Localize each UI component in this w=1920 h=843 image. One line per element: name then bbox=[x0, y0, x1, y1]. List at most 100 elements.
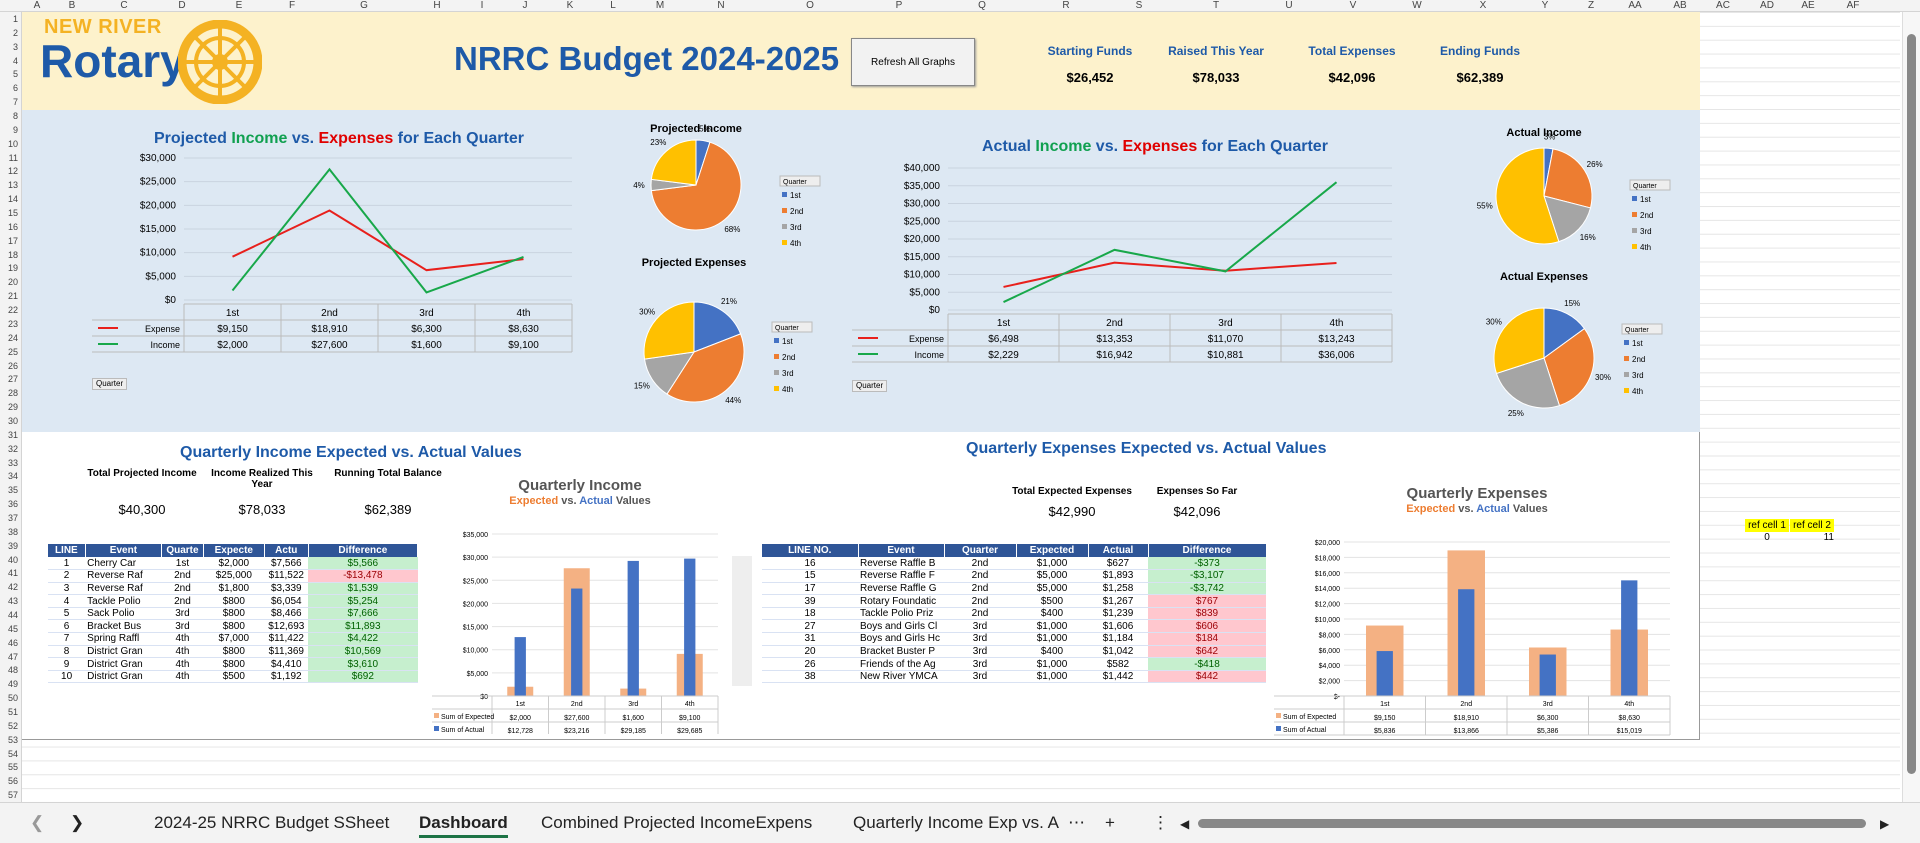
ref-cell-2-value[interactable]: 11 bbox=[1823, 532, 1834, 543]
row-header[interactable]: 5 bbox=[12, 69, 18, 80]
row-header[interactable]: 48 bbox=[7, 665, 18, 676]
column-header[interactable]: P bbox=[895, 0, 903, 11]
table-cell[interactable]: $1,258 bbox=[1088, 582, 1148, 596]
row-header[interactable]: 34 bbox=[7, 471, 18, 482]
table-row[interactable]: 31 Boys and Girls Hc 3rd $1,000 $1,184 $184 bbox=[762, 632, 1266, 646]
table-cell[interactable]: 4th bbox=[161, 645, 204, 659]
table-cell[interactable]: 6 bbox=[48, 619, 86, 634]
table-cell[interactable]: 3rd bbox=[944, 632, 1016, 646]
column-header[interactable]: K bbox=[566, 0, 574, 11]
table-splitter[interactable] bbox=[732, 556, 752, 686]
row-header[interactable]: 22 bbox=[7, 305, 18, 316]
row-header[interactable]: 2 bbox=[12, 27, 18, 38]
table-cell[interactable]: $400 bbox=[1016, 607, 1088, 621]
table-cell[interactable]: $642 bbox=[1148, 645, 1266, 659]
column-header[interactable]: H bbox=[433, 0, 441, 11]
column-header[interactable]: G bbox=[360, 0, 368, 11]
column-header[interactable]: L bbox=[610, 0, 616, 11]
table-cell[interactable]: Bracket Buster P bbox=[858, 645, 944, 659]
row-header[interactable]: 51 bbox=[7, 707, 18, 717]
row-header[interactable]: 33 bbox=[7, 457, 18, 468]
table-cell[interactable]: 2nd bbox=[944, 557, 1016, 571]
row-header[interactable]: 20 bbox=[7, 277, 18, 288]
ref-cell-1-value[interactable]: 0 bbox=[1764, 532, 1770, 543]
table-cell[interactable]: 4th bbox=[161, 632, 204, 646]
table-cell[interactable]: 2nd bbox=[161, 582, 204, 596]
scroll-right-icon[interactable]: ▶ bbox=[1880, 817, 1890, 831]
column-header[interactable]: X bbox=[1479, 0, 1487, 11]
table-header[interactable]: Actual bbox=[1088, 544, 1149, 557]
table-cell[interactable]: 2nd bbox=[944, 607, 1016, 621]
table-cell[interactable]: $11,522 bbox=[264, 569, 309, 583]
row-header[interactable]: 9 bbox=[12, 124, 18, 135]
row-header[interactable]: 35 bbox=[7, 485, 18, 496]
table-row[interactable]: 8 District Gran 4th $800 $11,369 $10,569 bbox=[48, 645, 418, 659]
table-cell[interactable]: $3,610 bbox=[308, 657, 418, 671]
column-header[interactable]: AF bbox=[1846, 0, 1860, 11]
table-cell[interactable]: Rotary Foundatic bbox=[858, 594, 944, 608]
row-headers[interactable]: 1 2 3 4 5 6 7 8 9 10 11 12 13 14 15 16 17 18 19 20 21 22 23 24 2… bbox=[0, 12, 22, 802]
table-cell[interactable]: $25,000 bbox=[203, 569, 265, 583]
table-cell[interactable]: 16 bbox=[762, 557, 858, 571]
row-header[interactable]: 28 bbox=[7, 388, 18, 399]
column-header[interactable]: M bbox=[655, 0, 665, 11]
table-cell[interactable]: $582 bbox=[1088, 657, 1148, 671]
table-row[interactable]: 1 Cherry Car 1st $2,000 $7,566 $5,566 bbox=[48, 557, 418, 571]
row-header[interactable]: 27 bbox=[7, 374, 18, 385]
table-cell[interactable]: 2nd bbox=[161, 569, 204, 583]
table-cell[interactable]: Sack Polio bbox=[85, 607, 162, 621]
column-header[interactable]: Q bbox=[978, 0, 986, 11]
table-cell[interactable]: 39 bbox=[762, 594, 858, 608]
table-cell[interactable]: District Gran bbox=[85, 670, 162, 684]
table-header[interactable]: Difference bbox=[1148, 544, 1267, 557]
table-cell[interactable]: $1,000 bbox=[1016, 557, 1088, 571]
column-header[interactable]: E bbox=[235, 0, 243, 11]
row-header[interactable]: 11 bbox=[8, 152, 18, 163]
row-header[interactable]: 49 bbox=[7, 679, 18, 690]
table-cell[interactable]: District Gran bbox=[85, 657, 162, 671]
table-cell[interactable]: 1 bbox=[48, 557, 86, 571]
table-cell[interactable]: $1,606 bbox=[1088, 619, 1148, 634]
quarter-filter-button[interactable]: Quarter bbox=[92, 378, 128, 390]
table-header[interactable]: Quarte bbox=[161, 544, 204, 557]
row-header[interactable]: 17 bbox=[7, 235, 18, 246]
table-cell[interactable]: $400 bbox=[1016, 645, 1088, 659]
row-header[interactable]: 14 bbox=[7, 194, 18, 205]
table-cell[interactable]: 4th bbox=[161, 657, 204, 671]
column-header[interactable]: AD bbox=[1760, 0, 1774, 11]
table-cell[interactable]: 3rd bbox=[944, 645, 1016, 659]
table-header[interactable]: LINE NO. bbox=[762, 544, 859, 557]
table-cell[interactable]: 3rd bbox=[161, 607, 204, 621]
table-cell[interactable]: Boys and Girls Hc bbox=[858, 632, 944, 646]
table-cell[interactable]: $4,422 bbox=[308, 632, 418, 646]
column-header[interactable]: B bbox=[68, 0, 76, 11]
table-cell[interactable]: -$3,107 bbox=[1148, 569, 1266, 583]
tab-budget-sheet[interactable]: 2024-25 NRRC Budget SSheet bbox=[154, 813, 390, 832]
table-row[interactable]: 38 New River YMCA 3rd $1,000 $1,442 $442 bbox=[762, 670, 1266, 684]
row-header[interactable]: 16 bbox=[7, 221, 18, 232]
table-cell[interactable]: $8,466 bbox=[264, 607, 309, 621]
row-header[interactable]: 6 bbox=[12, 83, 18, 94]
column-header[interactable]: AE bbox=[1801, 0, 1815, 11]
table-cell[interactable]: Reverse Raffle B bbox=[858, 557, 944, 571]
table-cell[interactable]: 15 bbox=[762, 569, 858, 583]
table-cell[interactable]: $800 bbox=[203, 607, 265, 621]
table-cell[interactable]: $6,054 bbox=[264, 594, 309, 608]
table-row[interactable]: 6 Bracket Bus 3rd $800 $12,693 $11,893 bbox=[48, 619, 418, 634]
column-header[interactable]: Z bbox=[1587, 0, 1595, 11]
table-cell[interactable]: $1,800 bbox=[203, 582, 265, 596]
table-cell[interactable]: $7,000 bbox=[203, 632, 265, 646]
add-sheet-icon[interactable]: + bbox=[1105, 813, 1115, 832]
table-cell[interactable]: 27 bbox=[762, 619, 858, 634]
row-header[interactable]: 39 bbox=[7, 540, 18, 551]
table-cell[interactable]: $1,000 bbox=[1016, 670, 1088, 684]
table-header[interactable]: Expected bbox=[1016, 544, 1089, 557]
table-cell[interactable]: $1,000 bbox=[1016, 657, 1088, 671]
column-header[interactable]: V bbox=[1349, 0, 1357, 11]
table-header[interactable]: Event bbox=[85, 544, 163, 557]
row-header[interactable]: 37 bbox=[7, 512, 18, 523]
table-cell[interactable]: District Gran bbox=[85, 645, 162, 659]
row-header[interactable]: 10 bbox=[7, 138, 18, 149]
table-cell[interactable]: 2nd bbox=[944, 594, 1016, 608]
table-cell[interactable]: Spring Raffl bbox=[85, 632, 162, 646]
